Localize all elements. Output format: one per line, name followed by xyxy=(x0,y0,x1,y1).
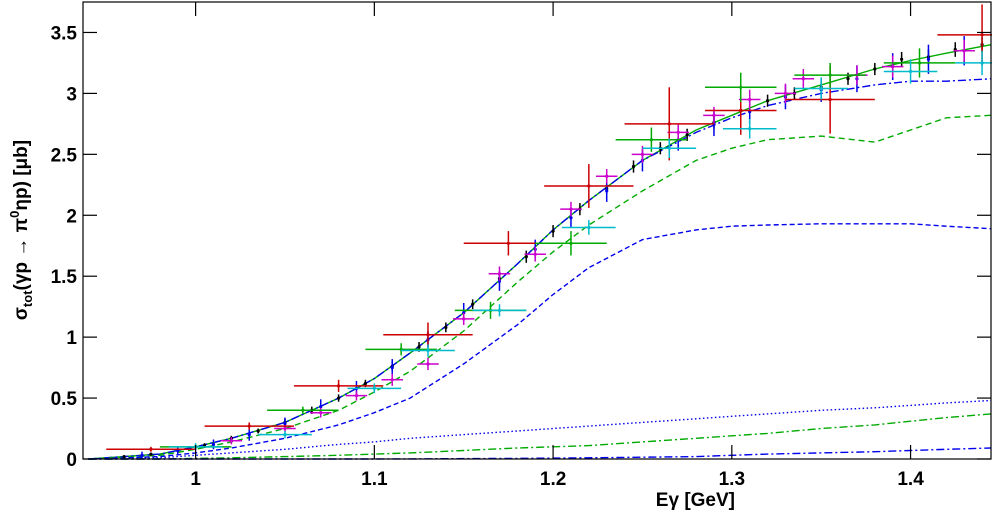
data-point xyxy=(640,152,645,156)
data-point xyxy=(667,122,671,126)
data-point xyxy=(908,69,913,74)
data-point xyxy=(336,396,341,400)
data-point xyxy=(283,433,287,437)
y-tick-label: 2 xyxy=(66,206,77,227)
data-point xyxy=(211,442,216,446)
data-point xyxy=(363,381,368,386)
x-tick-label: 1.1 xyxy=(361,469,388,490)
y-tick-label: 0 xyxy=(66,450,77,471)
data-point xyxy=(685,133,689,137)
data-point xyxy=(587,184,591,188)
data-point xyxy=(605,174,609,178)
data-point xyxy=(140,453,144,457)
data-point xyxy=(533,252,537,256)
data-point xyxy=(283,422,287,426)
y-tick-label: 0.5 xyxy=(51,389,78,410)
y-label-part: σ xyxy=(11,307,32,320)
data-point xyxy=(247,433,251,437)
data-point xyxy=(417,345,421,349)
data-point xyxy=(891,64,895,69)
data-point xyxy=(426,333,430,337)
data-point xyxy=(372,386,376,390)
data-point xyxy=(122,454,126,459)
data-point xyxy=(676,130,680,134)
data-point xyxy=(926,57,931,61)
x-tick-label: 1.2 xyxy=(540,469,566,490)
data-point xyxy=(426,348,430,353)
data-point xyxy=(649,138,653,142)
data-point xyxy=(980,33,984,37)
x-tick-label: 1 xyxy=(190,469,201,490)
data-point xyxy=(506,241,511,245)
data-point xyxy=(247,424,251,428)
data-point xyxy=(605,189,609,193)
data-point xyxy=(828,73,832,77)
data-point xyxy=(319,404,323,409)
data-point xyxy=(256,429,260,433)
model-curve xyxy=(88,223,992,460)
data-point xyxy=(524,255,528,259)
data-point xyxy=(390,366,394,370)
y-tick-label: 3 xyxy=(66,84,77,105)
y-tick-label: 2.5 xyxy=(51,145,78,166)
data-point xyxy=(783,91,788,95)
y-label-part: (γp → π xyxy=(11,217,32,290)
data-point xyxy=(149,452,153,456)
data-point xyxy=(873,67,877,71)
y-label-part: 0 xyxy=(7,211,22,218)
data-point xyxy=(819,86,823,91)
data-point xyxy=(497,272,502,276)
data-point xyxy=(631,164,636,169)
model-curve xyxy=(88,114,992,460)
data-point xyxy=(765,99,770,103)
data-point xyxy=(497,308,502,312)
data-point xyxy=(551,229,555,233)
data-point xyxy=(354,394,359,398)
data-point xyxy=(801,77,805,81)
data-point xyxy=(301,408,305,412)
y-tick-label: 3.5 xyxy=(51,23,78,44)
data-point xyxy=(569,216,573,220)
y-tick-label: 1.5 xyxy=(51,267,78,288)
model-curve xyxy=(88,44,992,460)
y-tick-label: 1 xyxy=(66,328,77,349)
data-point xyxy=(390,378,394,382)
data-point xyxy=(471,302,475,306)
data-point xyxy=(748,127,752,131)
y-label-part: ηp) [μb] xyxy=(11,140,32,211)
y-label-part: tot xyxy=(20,290,35,307)
data-point xyxy=(900,57,904,61)
data-point xyxy=(846,77,850,81)
data-point xyxy=(426,362,430,366)
plot-frame xyxy=(82,1,992,460)
data-point xyxy=(828,97,832,102)
data-point xyxy=(444,325,448,329)
data-point xyxy=(569,207,573,211)
data-point xyxy=(980,61,984,65)
data-point xyxy=(336,384,341,388)
data-point xyxy=(149,447,153,451)
data-point xyxy=(319,411,323,415)
x-axis-label: Eγ [GeV] xyxy=(656,490,735,511)
model-curve xyxy=(88,78,992,460)
x-tick-label: 1.3 xyxy=(719,469,745,490)
data-point xyxy=(667,146,671,150)
data-point xyxy=(748,97,752,102)
x-tick-label: 1.4 xyxy=(897,469,924,490)
data-point xyxy=(569,241,573,245)
data-point xyxy=(229,439,233,443)
data-point xyxy=(712,113,716,117)
model-curve xyxy=(88,399,992,460)
data-point xyxy=(587,225,591,230)
data-point xyxy=(283,426,287,431)
y-axis-label: σtot(γp → π0ηp) [μb] xyxy=(7,140,35,320)
model-curve xyxy=(88,413,992,460)
data-point xyxy=(917,61,922,65)
data-point xyxy=(739,85,743,89)
data-point xyxy=(462,317,466,321)
data-point xyxy=(739,108,743,113)
data-point xyxy=(962,49,966,53)
